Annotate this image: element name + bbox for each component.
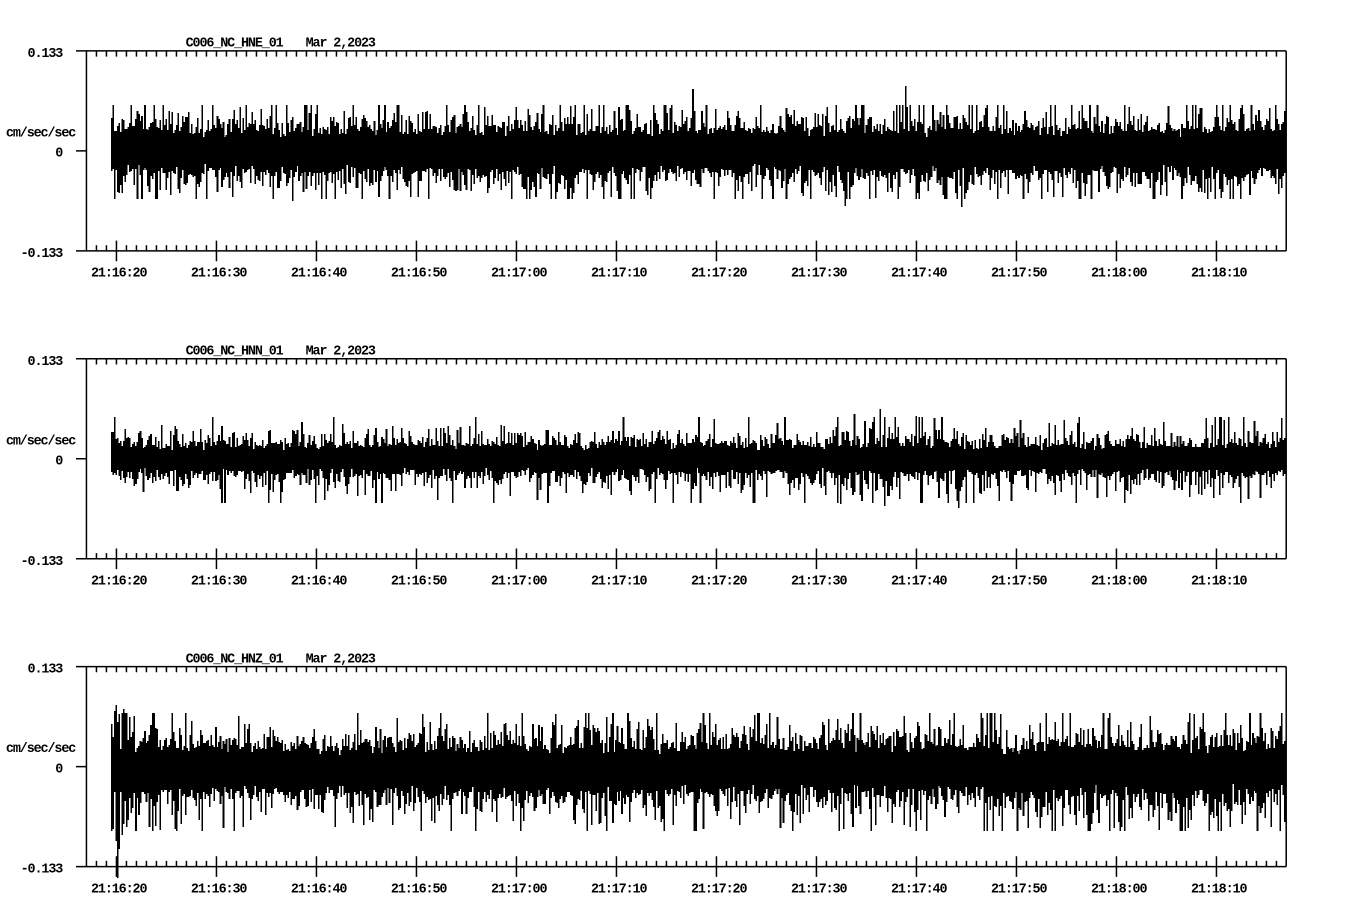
svg-text:0.133: 0.133 bbox=[28, 47, 64, 62]
svg-text:21:18:10: 21:18:10 bbox=[1191, 575, 1247, 590]
svg-text:Mar 2,2023: Mar 2,2023 bbox=[306, 345, 376, 360]
svg-text:0.133: 0.133 bbox=[28, 663, 64, 678]
svg-text:C006_NC_HNZ_01: C006_NC_HNZ_01 bbox=[186, 652, 284, 667]
svg-text:21:16:50: 21:16:50 bbox=[391, 882, 447, 897]
svg-text:21:18:00: 21:18:00 bbox=[1091, 882, 1147, 897]
svg-text:21:17:30: 21:17:30 bbox=[791, 575, 847, 590]
svg-text:-0.133: -0.133 bbox=[21, 247, 64, 262]
svg-text:cm/sec/sec: cm/sec/sec bbox=[6, 434, 76, 449]
svg-text:21:17:10: 21:17:10 bbox=[591, 575, 647, 590]
svg-text:21:17:50: 21:17:50 bbox=[991, 882, 1047, 897]
svg-text:21:16:50: 21:16:50 bbox=[391, 575, 447, 590]
svg-text:C006_NC_HNN_01: C006_NC_HNN_01 bbox=[186, 345, 284, 360]
svg-text:21:17:40: 21:17:40 bbox=[891, 882, 947, 897]
svg-text:21:17:20: 21:17:20 bbox=[691, 575, 747, 590]
svg-text:21:17:10: 21:17:10 bbox=[591, 882, 647, 897]
svg-text:21:17:50: 21:17:50 bbox=[991, 267, 1047, 282]
svg-text:21:17:20: 21:17:20 bbox=[691, 267, 747, 282]
svg-text:21:17:40: 21:17:40 bbox=[891, 267, 947, 282]
svg-text:21:16:50: 21:16:50 bbox=[391, 267, 447, 282]
svg-text:21:16:30: 21:16:30 bbox=[191, 267, 247, 282]
svg-text:21:17:10: 21:17:10 bbox=[591, 267, 647, 282]
svg-text:21:18:00: 21:18:00 bbox=[1091, 575, 1147, 590]
svg-text:cm/sec/sec: cm/sec/sec bbox=[6, 742, 76, 757]
svg-text:21:16:20: 21:16:20 bbox=[91, 882, 147, 897]
svg-text:21:18:10: 21:18:10 bbox=[1191, 882, 1247, 897]
svg-text:21:17:30: 21:17:30 bbox=[791, 882, 847, 897]
svg-text:0: 0 bbox=[55, 762, 63, 777]
svg-text:21:16:40: 21:16:40 bbox=[291, 575, 347, 590]
svg-text:21:17:50: 21:17:50 bbox=[991, 575, 1047, 590]
svg-text:Mar 2,2023: Mar 2,2023 bbox=[306, 37, 376, 52]
svg-text:21:16:40: 21:16:40 bbox=[291, 267, 347, 282]
svg-text:21:17:00: 21:17:00 bbox=[491, 267, 547, 282]
svg-text:-0.133: -0.133 bbox=[21, 863, 64, 878]
svg-text:21:18:10: 21:18:10 bbox=[1191, 267, 1247, 282]
svg-text:21:17:40: 21:17:40 bbox=[891, 575, 947, 590]
svg-text:0: 0 bbox=[55, 147, 63, 162]
svg-text:-0.133: -0.133 bbox=[21, 555, 64, 570]
svg-text:C006_NC_HNE_01: C006_NC_HNE_01 bbox=[186, 37, 284, 52]
svg-text:21:16:30: 21:16:30 bbox=[191, 575, 247, 590]
svg-text:Mar 2,2023: Mar 2,2023 bbox=[306, 652, 376, 667]
svg-text:21:17:30: 21:17:30 bbox=[791, 267, 847, 282]
svg-text:21:17:20: 21:17:20 bbox=[691, 882, 747, 897]
svg-text:cm/sec/sec: cm/sec/sec bbox=[6, 126, 76, 141]
svg-text:21:16:40: 21:16:40 bbox=[291, 882, 347, 897]
svg-text:21:16:20: 21:16:20 bbox=[91, 267, 147, 282]
svg-text:0: 0 bbox=[55, 455, 63, 470]
svg-text:0.133: 0.133 bbox=[28, 355, 64, 370]
svg-text:21:16:30: 21:16:30 bbox=[191, 882, 247, 897]
svg-text:21:18:00: 21:18:00 bbox=[1091, 267, 1147, 282]
svg-text:21:17:00: 21:17:00 bbox=[491, 575, 547, 590]
svg-text:21:16:20: 21:16:20 bbox=[91, 575, 147, 590]
svg-text:21:17:00: 21:17:00 bbox=[491, 882, 547, 897]
